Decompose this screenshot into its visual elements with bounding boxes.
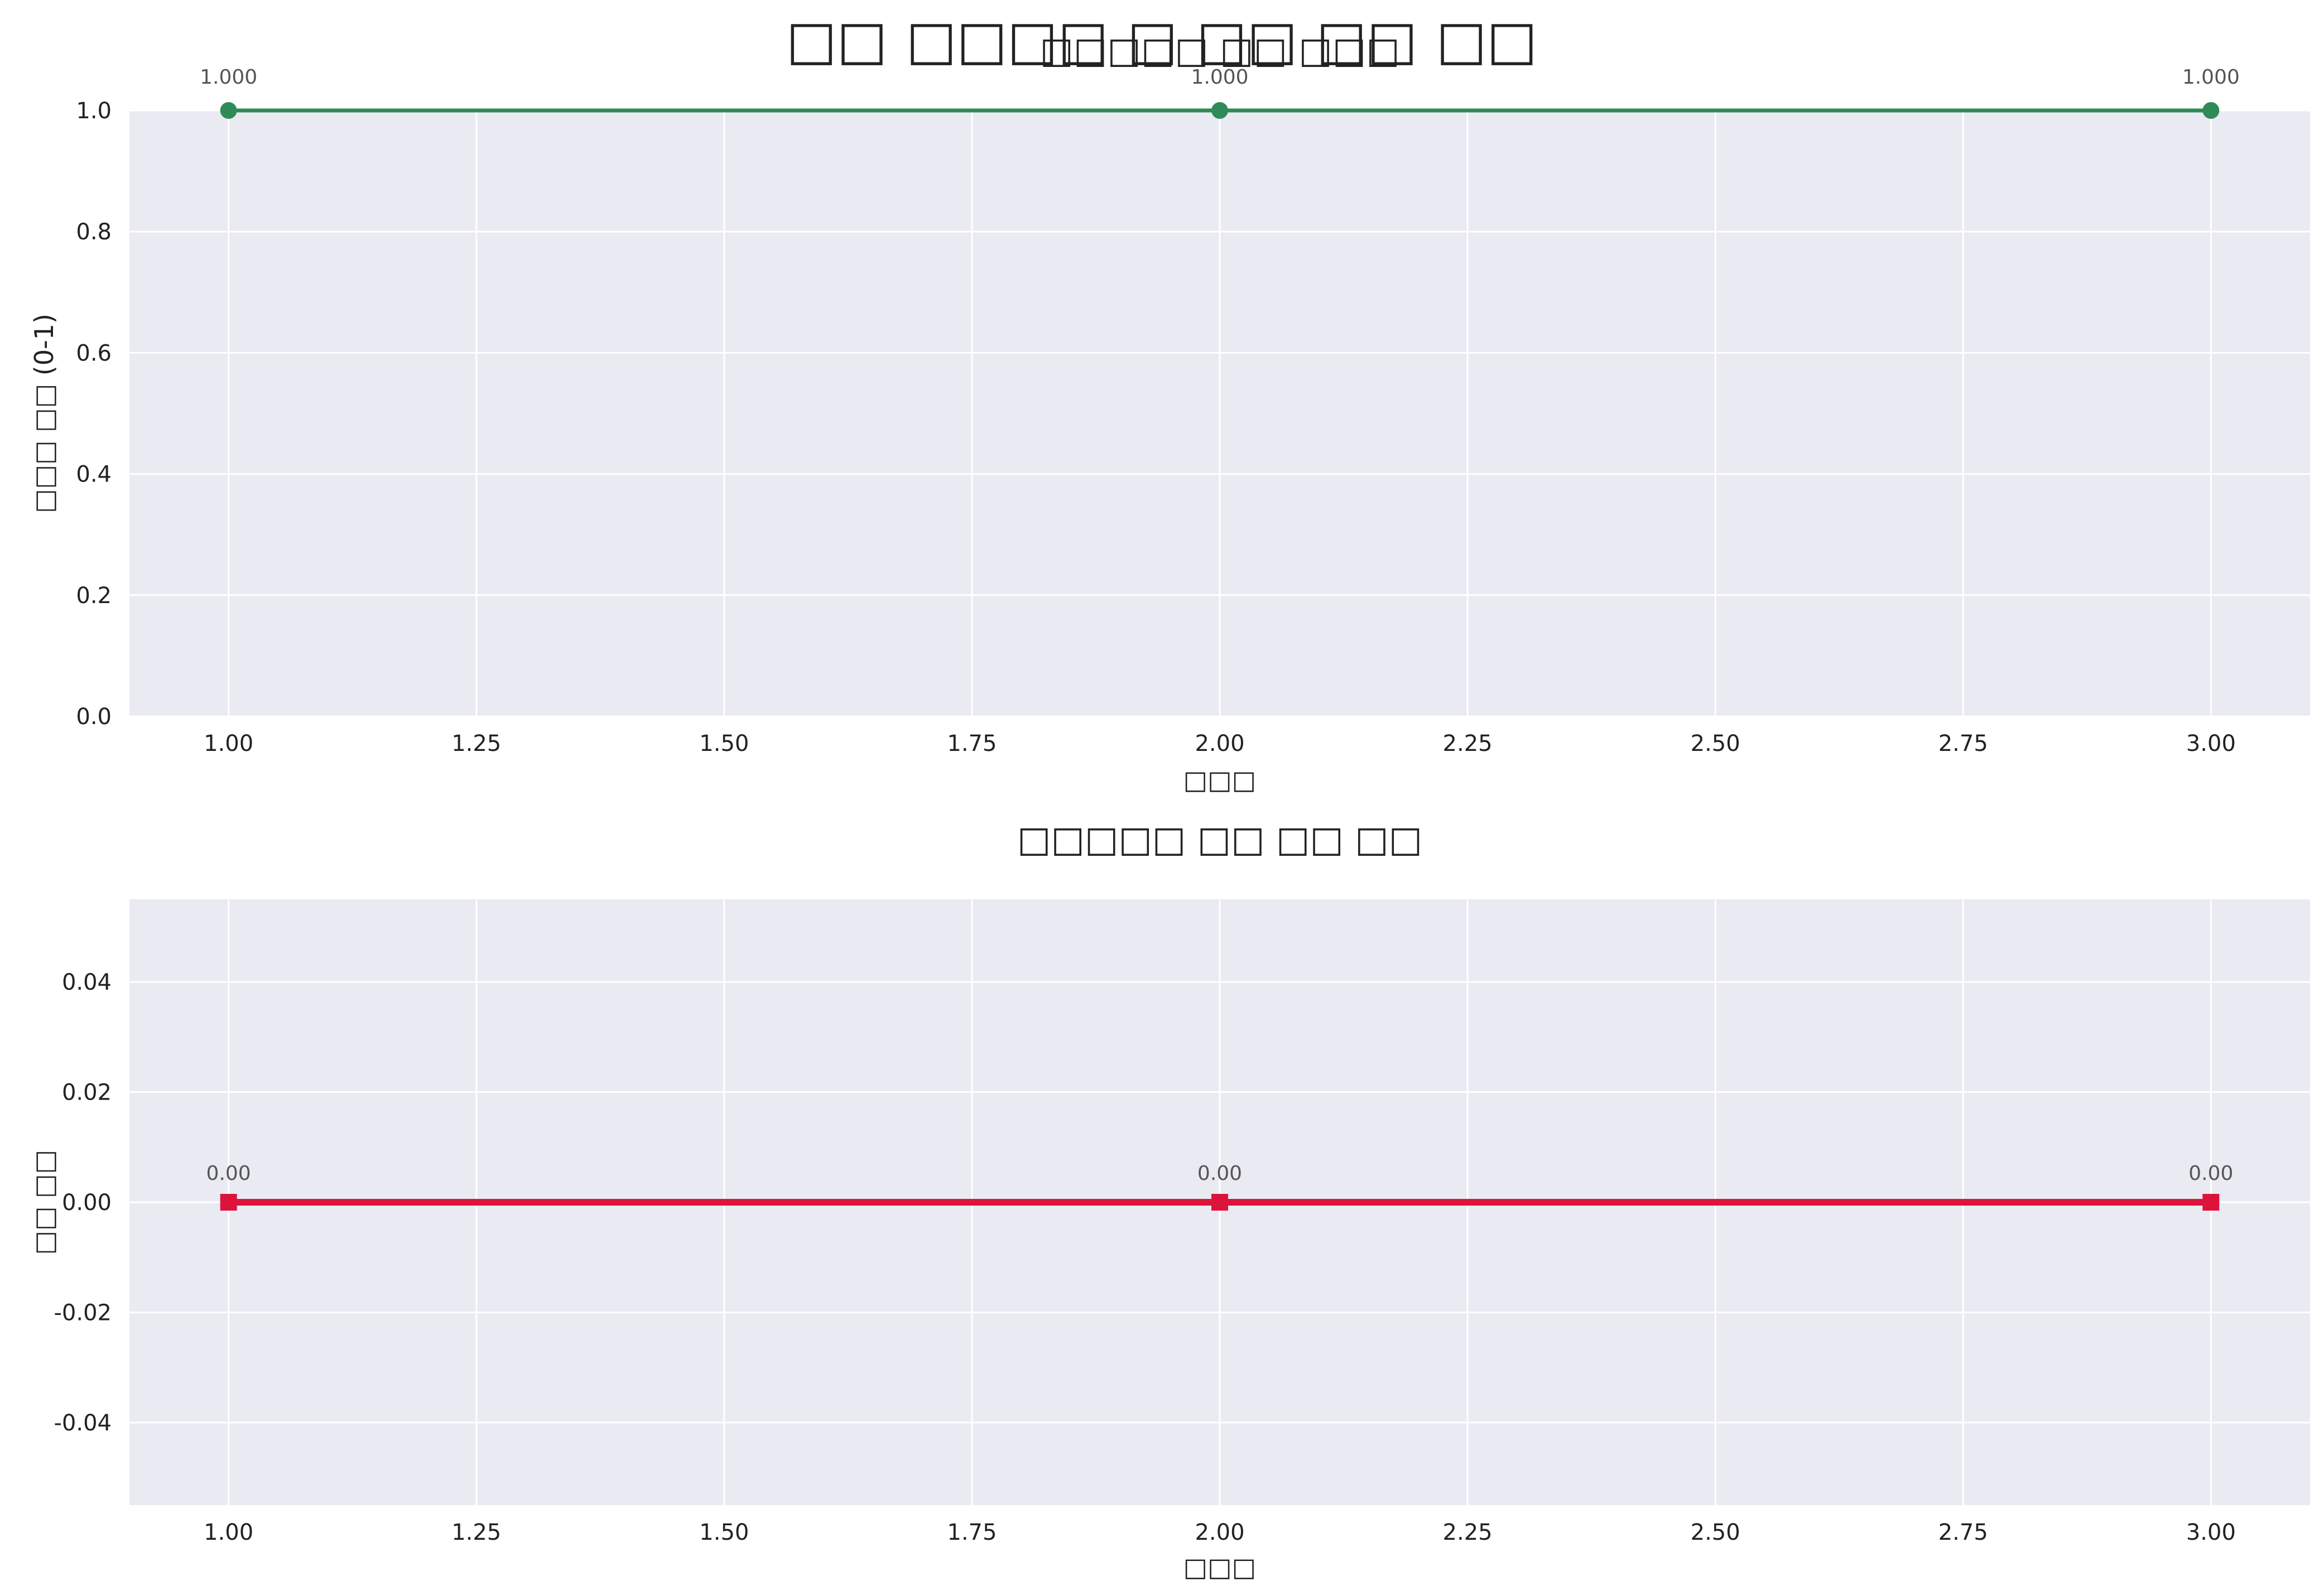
x-tick-label: 2.50 [1691,731,1740,756]
x-axis-label: □□□ [1183,1552,1256,1582]
data-label: 0.00 [206,1162,251,1185]
y-tick-label: 0.6 [76,340,112,366]
data-point [1211,102,1228,119]
x-tick-label: 1.00 [204,1520,253,1545]
data-label: 0.00 [1197,1162,1242,1185]
data-point [220,1194,237,1211]
x-tick-label: 2.25 [1443,731,1493,756]
x-tick-label: 1.25 [451,1520,501,1545]
y-tick-label: -0.04 [54,1410,112,1436]
x-tick-label: 1.75 [947,731,997,756]
x-axis-label: □□□ [1183,765,1256,795]
data-point [2202,1194,2220,1211]
y-tick-label: 0.00 [62,1190,112,1216]
x-tick-label: 1.50 [699,731,749,756]
y-tick-label: 0.2 [76,583,112,609]
x-tick-label: 3.00 [2186,731,2236,756]
x-tick-label: 1.00 [204,731,253,756]
chart-reward-score: 1.000 1.000 1.000 1.00 1.25 1.50 1.75 2.00 2.25… [29,30,2310,795]
data-label: 1.000 [200,66,257,89]
x-tick-label: 2.00 [1195,731,1244,756]
tick-labels: 1.00 1.25 1.50 1.75 2.00 2.25 2.50 2.75 3.00 -0.0… [54,970,2236,1545]
x-tick-label: 2.00 [1195,1520,1244,1545]
data-label: 0.00 [2188,1162,2233,1185]
data-point [1211,1194,1228,1211]
x-tick-label: 1.25 [451,731,501,756]
series-layer: 1.000 1.000 1.000 [200,66,2240,119]
tick-labels: 1.00 1.25 1.50 1.75 2.00 2.25 2.50 2.75 3.00 0.0 0… [76,98,2236,756]
y-tick-label: 1.0 [76,98,112,124]
data-label: 1.000 [2182,66,2240,89]
y-axis-label: □□ □□ [29,1150,59,1255]
y-tick-label: 0.04 [62,970,112,995]
x-tick-label: 1.50 [699,1520,749,1545]
chart-change-value: 0.00 0.00 0.00 1.00 1.25 1.50 1.75 2.00 2.25 2.5… [29,819,2310,1582]
y-tick-label: 0.0 [76,704,112,730]
x-tick-label: 2.50 [1691,1520,1740,1545]
y-tick-label: 0.02 [62,1080,112,1106]
x-tick-label: 1.75 [947,1520,997,1545]
data-label: 1.000 [1191,66,1248,89]
x-tick-label: 2.75 [1938,731,1988,756]
y-tick-label: 0.8 [76,219,112,245]
x-tick-label: 2.75 [1938,1520,1988,1545]
x-tick-label: 2.25 [1443,1520,1493,1545]
chart-title: □□□□□ □□ □□ □□ [1017,819,1422,860]
y-tick-label: 0.4 [76,462,112,488]
y-axis-label: □□□ □□ (0-1) [29,314,59,513]
data-point [2202,102,2220,119]
data-point [220,102,237,119]
series-layer: 0.00 0.00 0.00 [206,1162,2233,1211]
x-tick-label: 3.00 [2186,1520,2236,1545]
chart-title: □□□□□ □□ □□□ [1040,30,1399,71]
figure-suptitle: □□ □□□□ □ □□ □□ □□ [786,9,1537,71]
y-tick-label: -0.02 [54,1300,112,1326]
